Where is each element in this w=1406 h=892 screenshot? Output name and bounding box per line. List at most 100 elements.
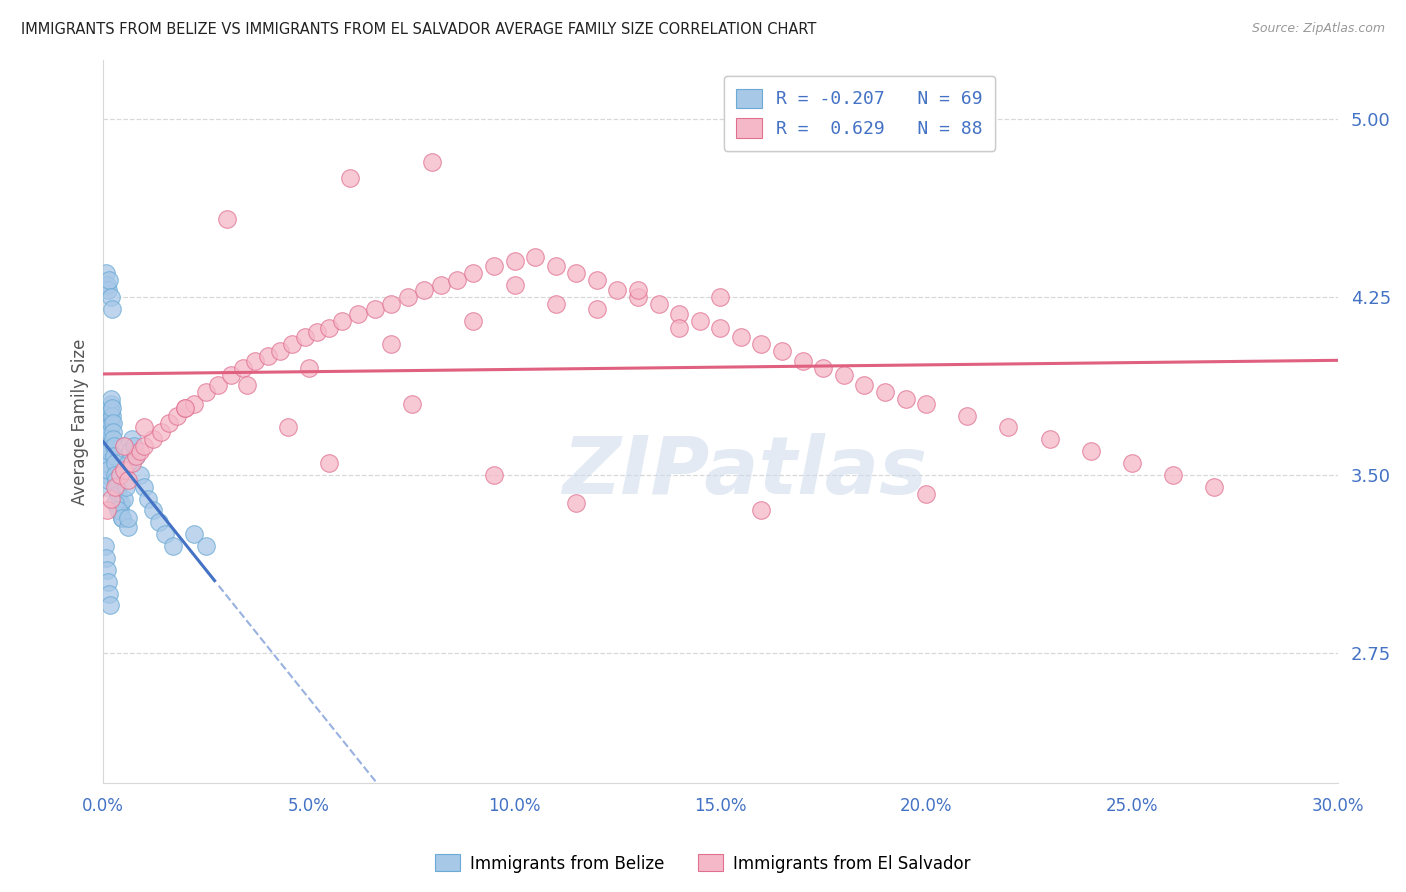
- Point: [121, 432, 143, 446]
- Point: [219, 368, 242, 383]
- Point: [98, 425, 121, 439]
- Point: [117, 456, 139, 470]
- Point: [110, 496, 132, 510]
- Point: [101, 401, 124, 416]
- Point: [98, 444, 121, 458]
- Point: [96, 266, 118, 280]
- Point: [117, 510, 139, 524]
- Point: [100, 409, 122, 423]
- Point: [281, 337, 304, 351]
- Point: [245, 354, 267, 368]
- Point: [709, 290, 731, 304]
- Point: [101, 301, 124, 316]
- Point: [792, 354, 814, 368]
- Point: [873, 384, 896, 399]
- Point: [100, 404, 122, 418]
- Point: [111, 510, 134, 524]
- Point: [114, 480, 136, 494]
- Point: [96, 480, 118, 494]
- Point: [689, 313, 711, 327]
- Point: [98, 599, 121, 613]
- Point: [770, 344, 793, 359]
- Point: [97, 432, 120, 446]
- Point: [141, 432, 163, 446]
- Point: [111, 510, 134, 524]
- Point: [339, 171, 361, 186]
- Point: [107, 503, 129, 517]
- Point: [1204, 480, 1226, 494]
- Point: [96, 439, 118, 453]
- Point: [183, 397, 205, 411]
- Point: [94, 539, 117, 553]
- Point: [97, 467, 120, 482]
- Point: [463, 313, 485, 327]
- Point: [174, 401, 197, 416]
- Point: [103, 449, 125, 463]
- Point: [97, 586, 120, 600]
- Point: [294, 330, 316, 344]
- Point: [105, 473, 128, 487]
- Point: [97, 283, 120, 297]
- Point: [125, 449, 148, 463]
- Y-axis label: Average Family Size: Average Family Size: [72, 338, 89, 505]
- Point: [482, 259, 505, 273]
- Legend: R = -0.207   N = 69, R =  0.629   N = 88: R = -0.207 N = 69, R = 0.629 N = 88: [724, 76, 995, 151]
- Point: [401, 397, 423, 411]
- Point: [153, 527, 176, 541]
- Point: [586, 301, 609, 316]
- Point: [98, 273, 121, 287]
- Point: [104, 496, 127, 510]
- Point: [565, 496, 588, 510]
- Point: [97, 463, 120, 477]
- Point: [347, 306, 370, 320]
- Point: [149, 425, 172, 439]
- Point: [108, 467, 131, 482]
- Point: [183, 527, 205, 541]
- Point: [364, 301, 387, 316]
- Point: [396, 290, 419, 304]
- Point: [503, 254, 526, 268]
- Point: [96, 278, 118, 293]
- Point: [668, 306, 690, 320]
- Point: [134, 439, 156, 453]
- Point: [101, 425, 124, 439]
- Point: [853, 377, 876, 392]
- Point: [1121, 456, 1143, 470]
- Point: [129, 444, 152, 458]
- Point: [96, 449, 118, 463]
- Point: [96, 503, 118, 517]
- Point: [956, 409, 979, 423]
- Point: [98, 420, 121, 434]
- Text: ZIPatlas: ZIPatlas: [562, 434, 928, 511]
- Point: [174, 401, 197, 416]
- Point: [121, 456, 143, 470]
- Point: [195, 384, 218, 399]
- Point: [195, 539, 218, 553]
- Point: [129, 467, 152, 482]
- Point: [318, 320, 340, 334]
- Point: [915, 487, 938, 501]
- Point: [318, 456, 340, 470]
- Point: [894, 392, 917, 406]
- Point: [94, 444, 117, 458]
- Point: [207, 377, 229, 392]
- Point: [122, 439, 145, 453]
- Point: [446, 273, 468, 287]
- Point: [162, 539, 184, 553]
- Point: [134, 420, 156, 434]
- Point: [112, 439, 135, 453]
- Text: IMMIGRANTS FROM BELIZE VS IMMIGRANTS FROM EL SALVADOR AVERAGE FAMILY SIZE CORREL: IMMIGRANTS FROM BELIZE VS IMMIGRANTS FRO…: [21, 22, 817, 37]
- Point: [100, 290, 122, 304]
- Point: [107, 496, 129, 510]
- Point: [524, 250, 547, 264]
- Point: [94, 432, 117, 446]
- Point: [94, 456, 117, 470]
- Point: [108, 503, 131, 517]
- Point: [1080, 444, 1102, 458]
- Point: [141, 503, 163, 517]
- Point: [413, 283, 436, 297]
- Point: [125, 449, 148, 463]
- Point: [277, 420, 299, 434]
- Point: [997, 420, 1019, 434]
- Point: [1161, 467, 1184, 482]
